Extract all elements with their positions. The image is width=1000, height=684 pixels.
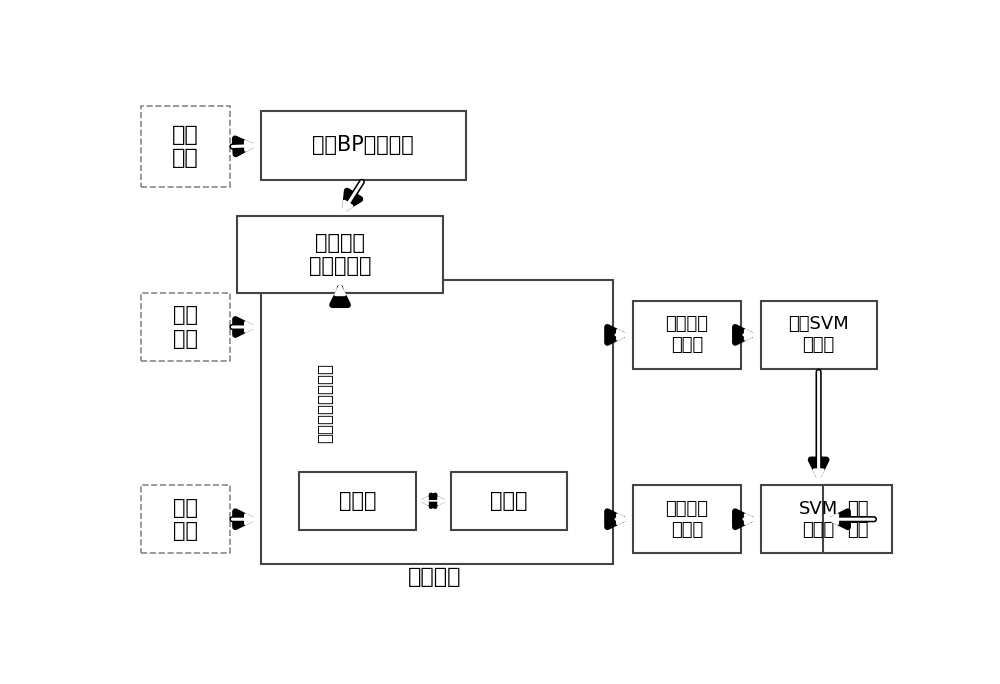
FancyBboxPatch shape xyxy=(761,485,877,553)
FancyBboxPatch shape xyxy=(140,106,230,187)
FancyBboxPatch shape xyxy=(761,301,877,369)
Text: 模板
数据: 模板 数据 xyxy=(172,125,198,168)
Text: 测试特征
向量集: 测试特征 向量集 xyxy=(665,500,708,538)
FancyBboxPatch shape xyxy=(261,280,613,564)
Text: 三层BP神经网络: 三层BP神经网络 xyxy=(312,135,414,155)
FancyBboxPatch shape xyxy=(299,472,416,529)
FancyBboxPatch shape xyxy=(822,485,892,553)
Text: 测试
数据: 测试 数据 xyxy=(173,498,198,541)
Text: 池化层: 池化层 xyxy=(490,491,527,511)
Text: 训练SVM
分类器: 训练SVM 分类器 xyxy=(788,315,849,354)
FancyBboxPatch shape xyxy=(237,216,443,293)
Text: 训练特征
向量集: 训练特征 向量集 xyxy=(665,315,708,354)
Text: 判别卷积特征学习: 判别卷积特征学习 xyxy=(316,363,334,443)
FancyBboxPatch shape xyxy=(261,111,466,179)
Text: 隐含层权
值，偏移量: 隐含层权 值，偏移量 xyxy=(309,233,371,276)
Text: 分类
结果: 分类 结果 xyxy=(847,500,868,538)
FancyBboxPatch shape xyxy=(140,293,230,361)
Text: 卷积层: 卷积层 xyxy=(339,491,376,511)
Text: 训练
数据: 训练 数据 xyxy=(173,305,198,349)
Text: SVM
分类器: SVM 分类器 xyxy=(799,500,838,538)
Text: 特征学习: 特征学习 xyxy=(408,567,462,587)
FancyBboxPatch shape xyxy=(140,485,230,553)
FancyBboxPatch shape xyxy=(633,485,741,553)
FancyBboxPatch shape xyxy=(450,472,567,529)
FancyBboxPatch shape xyxy=(633,301,741,369)
